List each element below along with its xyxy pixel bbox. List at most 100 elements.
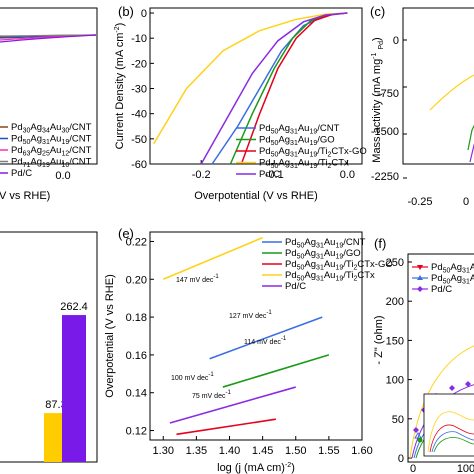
panel-c-ytick-label-1: -750	[377, 88, 399, 100]
panel-f-marker	[413, 427, 419, 433]
panel-f-ytick-label: 100	[386, 375, 404, 387]
panel-b-legend: Pd50Ag31Au19/CNTPd50Ag31Au19/GOPd50Ag31A…	[236, 123, 367, 180]
panel-e-xtick-label: 1.40	[219, 445, 240, 457]
panel-e-ytick-label: 0.18	[126, 312, 147, 324]
panel-b-legend-label: Pd50Ag31Au19/GO	[259, 135, 335, 148]
panel-b-ytick-label: -10	[131, 33, 147, 45]
panel-f: (f) 0 50 100 150 200 250 - Z" (ohm) Pd50Ag31A…	[373, 236, 474, 474]
panel-c-curve-yellow	[429, 74, 474, 111]
panel-f-marker	[465, 381, 471, 387]
panel-d-bar	[62, 315, 86, 462]
panel-e: (e) 0.12 0.14 0.16 0.18 0.20 0.22 1.30 1.35 1.4…	[104, 226, 393, 474]
panel-d-bars: 87.3 262.4	[44, 301, 88, 462]
panel-c-label: (c)	[370, 4, 385, 19]
panel-a-legend: Pd30Ag34Au30/CNTPd50Ag31Au19/CNTPd63Ag25…	[0, 122, 92, 179]
panel-e-annotations: 147 mV dec-1 127 mV dec-1 114 mV dec-1 100 …	[171, 274, 287, 400]
panel-c-curve-green	[467, 124, 474, 151]
panel-f-inset-curve-red	[429, 424, 474, 453]
panel-f-legend-marker	[417, 286, 423, 292]
panel-f-xtick-label-0: 0	[410, 463, 416, 474]
panel-b-xtick-label: -0.2	[192, 169, 211, 181]
panel-f-legend-label: Pd/C	[431, 284, 452, 295]
panel-e-frame	[149, 231, 363, 441]
panel-f-ytick-label: 200	[386, 296, 404, 308]
panel-f-ytick-label: 150	[386, 335, 404, 347]
panel-e-ytick-label: 0.16	[126, 350, 147, 362]
panel-b-legend-label: Pd50Ag31Au19/Ti2CTx	[259, 158, 349, 171]
panel-e-xtick-label: 1.60	[351, 445, 372, 457]
panel-f-legend-label: Pd50Ag31Au	[431, 262, 474, 275]
panel-c-frame	[402, 7, 474, 165]
panel-f-curve-yellow	[409, 345, 474, 459]
panel-b: (b) 0 -10 -20 -30 -40 -50 -60 -0.2 -0.1 0.0 Pd50…	[114, 4, 367, 202]
panel-d-bar-label: 262.4	[60, 301, 88, 313]
panel-c-curve-purple	[469, 143, 474, 163]
panel-a-legend-label: Pd63Ag25Au12/CNT	[11, 145, 92, 158]
panel-e-legend-label: Pd50Ag31Au19/Ti2CTx	[285, 270, 375, 283]
panel-f-marker	[414, 432, 422, 439]
panel-e-ytick-label: 0.20	[126, 274, 147, 286]
panel-e-label: (e)	[118, 226, 134, 241]
panel-a-xtick-label: 0.0	[55, 170, 70, 182]
panel-e-xticks: 1.30 1.35 1.40 1.45 1.50 1.55 1.60	[153, 436, 373, 457]
panel-f-frame	[407, 253, 474, 463]
panel-a-frame	[0, 7, 98, 165]
panel-e-series	[162, 236, 330, 436]
panel-c: (c) 0 -750 -1500 -2250 Mass activity (mA…	[370, 4, 474, 208]
panel-b-xtick-label: -0.1	[265, 169, 284, 181]
panel-c-xtick-label-0: -0.25	[407, 196, 432, 208]
panel-e-xtick-label: 1.35	[186, 445, 207, 457]
panel-c-xtick-label-1: 0	[463, 196, 469, 208]
panel-b-series	[153, 12, 348, 165]
panel-e-ylabel: Overpotential (V vs RHE)	[104, 274, 116, 397]
panel-b-yticks: 0 -10 -20 -30 -40 -50 -60	[131, 8, 154, 171]
panel-f-label: (f)	[374, 236, 386, 251]
panel-f-ytick-label: 0	[398, 453, 404, 465]
panel-f-inset-curve-green	[433, 437, 474, 453]
panel-e-legend-label: Pd50Ag31Au19/GO	[285, 248, 361, 261]
panel-e-slope-annotation: 100 mV dec-1	[171, 372, 214, 382]
panel-e-slope-annotation: 114 mV dec-1	[244, 336, 287, 346]
panel-f-inset-curve-blue	[431, 431, 474, 453]
panel-b-series-line	[200, 12, 348, 165]
panel-f-xtick-label-1: 100	[457, 463, 474, 474]
panel-c-ytick-label-2: -1500	[371, 126, 399, 138]
panel-f-ytick-label: 50	[392, 414, 404, 426]
panel-b-ytick-label: -30	[131, 84, 147, 96]
panel-b-label: (b)	[118, 4, 134, 19]
panel-a-legend-label: Pd30Ag34Au30/CNT	[11, 122, 92, 135]
panel-a-xlabel: V vs RHE)	[0, 190, 50, 202]
panel-f-ytick-label: 250	[386, 257, 404, 269]
panel-e-slope-annotation: 147 mV dec-1	[176, 274, 219, 284]
panel-f-marker	[417, 437, 423, 443]
panel-e-legend: Pd50Ag31Au19/CNTPd50Ag31Au19/GOPd50Ag31A…	[262, 237, 393, 292]
panel-b-xlabel: Overpotential (V vs RHE)	[194, 190, 317, 202]
panel-e-series-line	[209, 316, 323, 360]
panel-b-ytick-label: -50	[131, 134, 147, 146]
panel-b-ytick-label: -40	[131, 109, 147, 121]
panel-b-ytick-label: 0	[141, 8, 147, 20]
panel-e-xlabel: log (j (mA cm)-2)	[217, 462, 295, 474]
panel-c-ytick-label-0: 0	[393, 35, 399, 47]
panel-e-legend-label: Pd50Ag31Au19/CNT	[285, 237, 366, 250]
panel-b-ytick-label: -60	[131, 159, 147, 171]
panel-e-legend-label: Pd50Ag31Au19/Ti2CTx-GO	[285, 259, 393, 272]
panel-c-ylabel: Mass activity (mA mg-1 Pd)	[371, 37, 385, 162]
panel-d: 87.3 262.4	[0, 231, 98, 463]
panel-a: Pd30Ag34Au30/CNTPd50Ag31Au19/CNTPd63Ag25…	[0, 7, 98, 202]
panel-f-marker	[449, 385, 455, 391]
panel-f-yticks: 0 50 100 150 200 250	[386, 257, 412, 465]
panel-a-curve-5	[0, 34, 97, 43]
panel-d-bar-label: 87.3	[45, 399, 66, 411]
panel-b-frame	[149, 7, 363, 165]
panel-c-ytick-label-3: -2250	[371, 171, 399, 183]
panel-e-xtick-label: 1.55	[318, 445, 339, 457]
panel-a-legend-label: Pd71Ag19Au10/CNT	[11, 157, 92, 170]
panel-f-legend-marker	[417, 275, 423, 280]
panel-f-legend-marker	[417, 265, 423, 270]
panel-e-xtick-label: 1.45	[252, 445, 273, 457]
panel-b-ylabel: Current Density (mA cm-2)	[114, 23, 126, 150]
panel-a-legend-label: Pd/C	[11, 168, 32, 179]
panel-b-legend-label: Pd50Ag31Au19/Ti2CTx-GO	[259, 146, 367, 159]
